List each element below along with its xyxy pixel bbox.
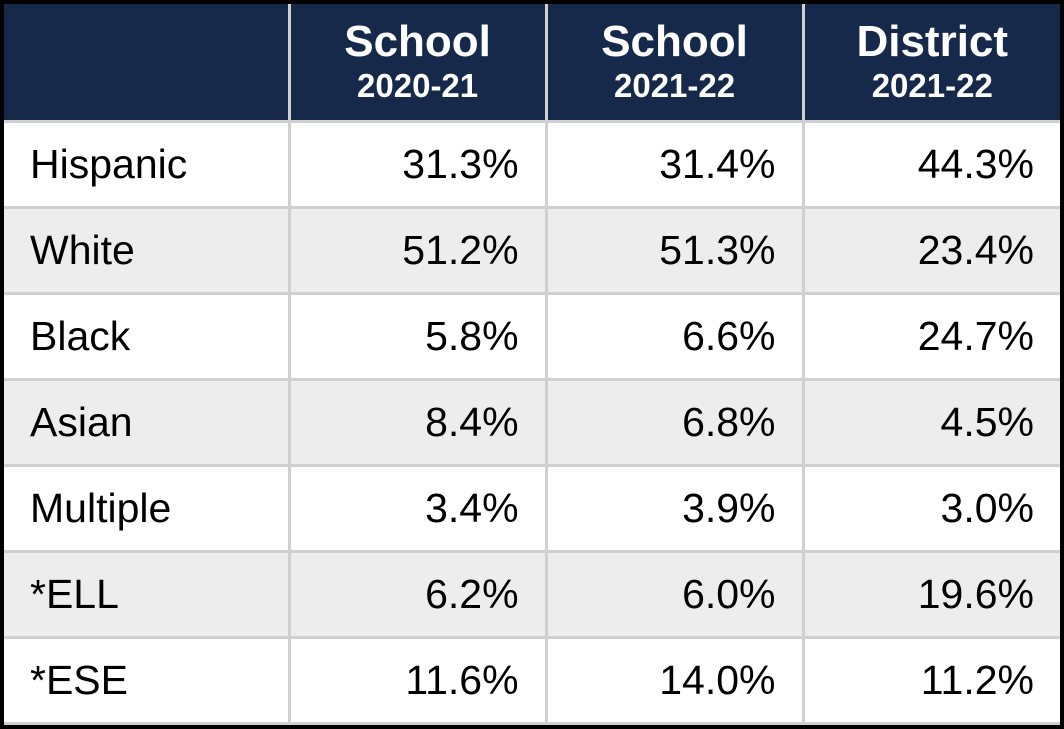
row-label: Multiple <box>4 465 289 551</box>
cell-value: 3.9% <box>546 465 803 551</box>
header-blank <box>4 4 289 121</box>
row-label: Hispanic <box>4 121 289 207</box>
demographics-table: School 2020-21 School 2021-22 District 2… <box>4 4 1060 725</box>
cell-value: 6.0% <box>546 551 803 637</box>
cell-value: 6.2% <box>289 551 546 637</box>
header-sub-label: 2020-21 <box>301 66 535 106</box>
table-row: Asian 8.4% 6.8% 4.5% <box>4 379 1060 465</box>
cell-value: 51.3% <box>546 207 803 293</box>
header-school-2021-22: School 2021-22 <box>546 4 803 121</box>
cell-value: 24.7% <box>803 293 1060 379</box>
cell-value: 6.6% <box>546 293 803 379</box>
header-main-label: School <box>301 18 535 66</box>
header-sub-label: 2021-22 <box>815 66 1050 106</box>
cell-value: 6.8% <box>546 379 803 465</box>
table-row: Black 5.8% 6.6% 24.7% <box>4 293 1060 379</box>
cell-value: 23.4% <box>803 207 1060 293</box>
cell-value: 11.6% <box>289 637 546 723</box>
cell-value: 8.4% <box>289 379 546 465</box>
cell-value: 19.6% <box>803 551 1060 637</box>
cell-value: 4.5% <box>803 379 1060 465</box>
cell-value: 31.4% <box>546 121 803 207</box>
cell-value: 31.3% <box>289 121 546 207</box>
header-district-2021-22: District 2021-22 <box>803 4 1060 121</box>
cell-value: 11.2% <box>803 637 1060 723</box>
row-label: Asian <box>4 379 289 465</box>
table-row: *ELL 6.2% 6.0% 19.6% <box>4 551 1060 637</box>
table-header-row: School 2020-21 School 2021-22 District 2… <box>4 4 1060 121</box>
header-sub-label: 2021-22 <box>558 66 792 106</box>
cell-value: 3.0% <box>803 465 1060 551</box>
header-main-label: School <box>558 18 792 66</box>
row-label: *ESE <box>4 637 289 723</box>
cell-value: 5.8% <box>289 293 546 379</box>
table-row: *ESE 11.6% 14.0% 11.2% <box>4 637 1060 723</box>
table-row: Multiple 3.4% 3.9% 3.0% <box>4 465 1060 551</box>
cell-value: 51.2% <box>289 207 546 293</box>
row-label: White <box>4 207 289 293</box>
table-row: White 51.2% 51.3% 23.4% <box>4 207 1060 293</box>
cell-value: 14.0% <box>546 637 803 723</box>
row-label: Black <box>4 293 289 379</box>
header-main-label: District <box>815 18 1050 66</box>
cell-value: 44.3% <box>803 121 1060 207</box>
header-school-2020-21: School 2020-21 <box>289 4 546 121</box>
row-label: *ELL <box>4 551 289 637</box>
demographics-table-container: School 2020-21 School 2021-22 District 2… <box>0 0 1064 729</box>
cell-value: 3.4% <box>289 465 546 551</box>
table-row: Hispanic 31.3% 31.4% 44.3% <box>4 121 1060 207</box>
